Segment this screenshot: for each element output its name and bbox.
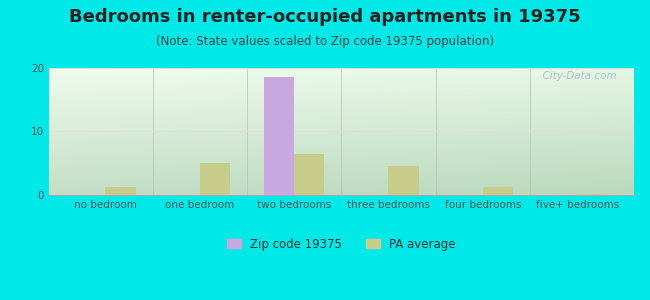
Bar — [483, 187, 513, 195]
Text: City-Data.com: City-Data.com — [536, 71, 616, 81]
Bar — [105, 187, 136, 195]
Text: Bedrooms in renter-occupied apartments in 19375: Bedrooms in renter-occupied apartments i… — [69, 8, 581, 26]
Legend: Zip code 19375, PA average: Zip code 19375, PA average — [222, 233, 461, 255]
Bar — [389, 166, 419, 195]
Text: (Note: State values scaled to Zip code 19375 population): (Note: State values scaled to Zip code 1… — [156, 34, 494, 47]
Bar — [264, 77, 294, 195]
Bar — [294, 154, 324, 195]
Bar — [200, 163, 230, 195]
Bar — [577, 194, 607, 195]
